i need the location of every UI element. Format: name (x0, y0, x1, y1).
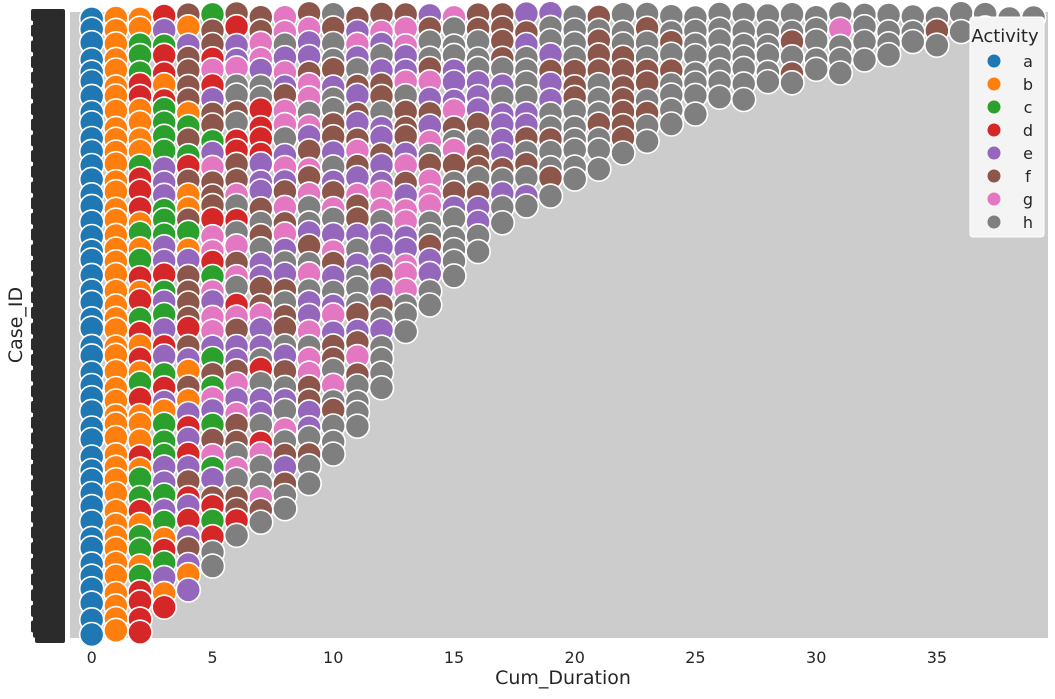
scatter-point-h (320, 441, 347, 467)
x-tick-label: 25 (685, 648, 705, 667)
scatter-point-h (755, 68, 781, 95)
legend-marker-c (987, 100, 1001, 114)
legend-marker-f (987, 169, 1001, 183)
x-tick-labels: 0 5 10 15 20 25 30 35 (87, 648, 947, 667)
legend-label-d: d (1023, 121, 1033, 140)
legend-label-a: a (1023, 52, 1033, 71)
scatter-point-h (416, 292, 443, 318)
y-tick-label (35, 631, 65, 643)
scatter-point-h (392, 318, 419, 345)
scatter-point-b (103, 617, 129, 644)
legend-marker-b (987, 77, 1001, 91)
x-tick-label: 20 (565, 648, 585, 667)
legend-marker-h (987, 215, 1001, 229)
scatter-point-h (924, 32, 950, 59)
y-axis-label: Case_ID (5, 287, 27, 363)
scatter-point-d (127, 619, 153, 646)
x-tick-label: 0 (87, 648, 97, 667)
scatter-point-h (272, 495, 298, 522)
scatter-point-h (875, 41, 902, 68)
scatter-point-h (344, 413, 371, 440)
scatter-point-e (175, 577, 202, 603)
scatter-point-h (779, 70, 805, 96)
legend-label-e: e (1023, 144, 1033, 163)
scatter-point-h (489, 210, 516, 236)
scatter-point-h (368, 374, 395, 401)
x-tick-label: 10 (323, 648, 343, 667)
x-tick-label: 30 (806, 648, 826, 667)
scatter-point-h (561, 166, 588, 192)
scatter-point-h (851, 47, 878, 73)
scatter-point-a (78, 621, 105, 648)
legend-label-f: f (1025, 167, 1031, 186)
scatter-point-h (730, 86, 757, 113)
scatter-point-d (151, 594, 177, 621)
scatter-point-h (658, 111, 685, 137)
x-axis-label: Cum_Duration (495, 667, 631, 689)
data-points (78, 0, 1047, 648)
scatter-point-h (634, 128, 660, 155)
legend-label-b: b (1023, 75, 1033, 94)
legend-marker-e (987, 146, 1001, 160)
scatter-point-h (585, 156, 612, 182)
legend-label-g: g (1023, 190, 1033, 209)
scatter-point-h (223, 522, 250, 549)
scatter-point-h (441, 263, 467, 289)
scatter-point-h (537, 183, 564, 209)
legend-title: Activity (971, 26, 1039, 47)
scatter-point-h (706, 84, 733, 110)
scatter-point-h (296, 470, 322, 497)
scatter-point-h (899, 28, 926, 55)
legend-label-h: h (1023, 213, 1033, 232)
y-tick-labels (31, 9, 65, 643)
scatter-point-h (465, 238, 491, 265)
x-tick-label: 35 (927, 648, 947, 667)
legend-marker-a (987, 54, 1001, 68)
legend-box (969, 16, 1045, 238)
scatter-point-h (682, 101, 709, 127)
scatter-point-h (610, 140, 636, 166)
legend-marker-d (987, 123, 1001, 137)
scatter-point-h (247, 509, 274, 536)
x-tick-label: 15 (444, 648, 464, 667)
scatter-point-h (513, 193, 540, 219)
scatter-point-h (803, 56, 830, 83)
scatter-point-h (199, 553, 226, 579)
legend-label-c: c (1024, 98, 1033, 117)
scatter-point-h (827, 60, 854, 86)
x-tick-label: 5 (207, 648, 217, 667)
legend-marker-g (987, 192, 1001, 206)
